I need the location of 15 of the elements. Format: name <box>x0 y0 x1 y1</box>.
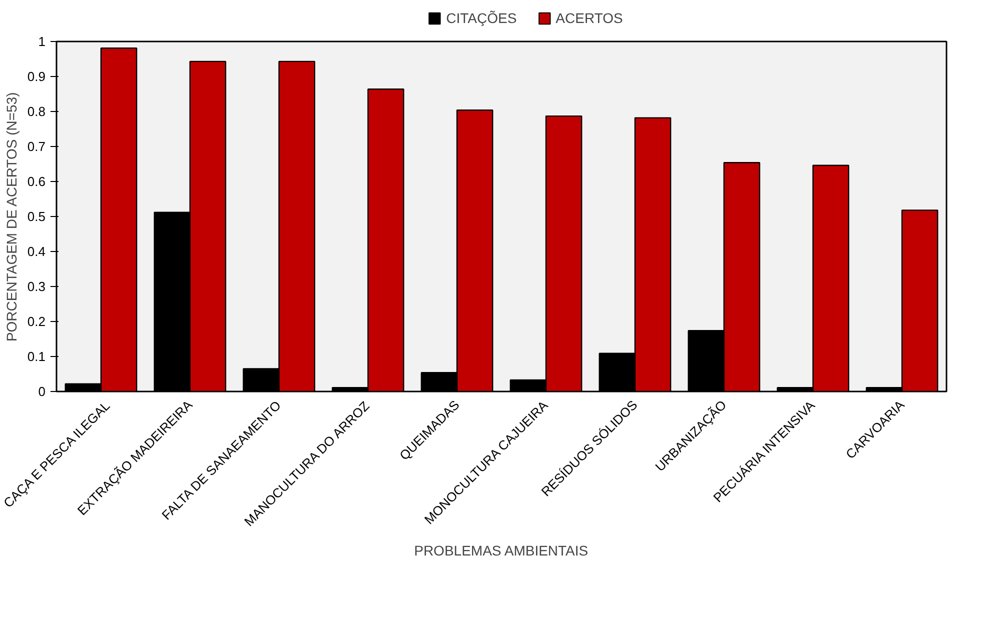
y-tick-label: 0.2 <box>27 314 46 329</box>
y-tick-label: 0.7 <box>27 139 46 154</box>
y-axis-title: PORCENTAGEM DE ACERTOS (N=53) <box>3 92 20 342</box>
y-tick-label: 0.4 <box>27 244 46 259</box>
y-tick-label: 0.9 <box>27 69 46 84</box>
y-tick-label: 0.8 <box>27 104 46 119</box>
y-tick-label: 0 <box>38 384 46 399</box>
legend-label: ACERTOS <box>556 10 623 26</box>
legend-label: CITAÇÕES <box>446 10 517 26</box>
y-tick-label: 1 <box>38 34 46 49</box>
x-axis-title: PROBLEMAS AMBIENTAIS <box>414 542 588 558</box>
y-tick-label: 0.6 <box>27 174 46 189</box>
y-tick-label: 0.3 <box>27 279 46 294</box>
y-tick-label: 0.1 <box>27 349 46 364</box>
y-tick-label: 0.5 <box>27 209 46 224</box>
